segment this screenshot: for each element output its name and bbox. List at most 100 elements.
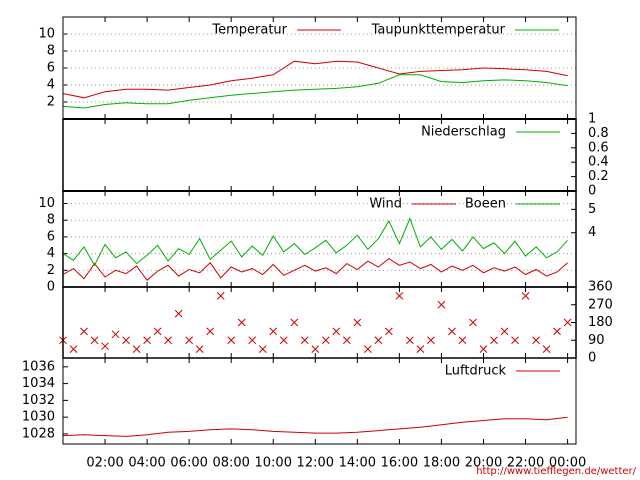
- y-tick-label: 10: [38, 196, 55, 211]
- direction-point: [332, 327, 341, 336]
- y2-tick-label: 0.4: [588, 155, 609, 170]
- y-tick-label: 1034: [22, 376, 55, 391]
- series-line: [62, 416, 568, 437]
- direction-point: [416, 345, 425, 353]
- y-tick-label: 0: [47, 280, 55, 295]
- series-line: [62, 74, 568, 109]
- y-tick-label: 8: [47, 213, 55, 228]
- direction-point: [532, 336, 540, 345]
- direction-point: [374, 336, 383, 345]
- direction-point: [80, 327, 88, 336]
- direction-point: [406, 336, 414, 345]
- x-tick-label: 08:00: [212, 456, 249, 471]
- direction-point: [395, 292, 404, 300]
- direction-point: [248, 336, 257, 345]
- y-tick-label: 1032: [22, 393, 55, 408]
- direction-point: [385, 327, 393, 336]
- direction-point: [437, 300, 446, 309]
- direction-point: [143, 336, 151, 345]
- y2-tick-label: 0.2: [588, 169, 609, 184]
- direction-point: [500, 327, 509, 336]
- legend-label: Boeen: [465, 197, 506, 212]
- y-tick-label: 8: [47, 44, 55, 59]
- series-line: [62, 217, 568, 267]
- direction-point: [364, 345, 372, 353]
- y2-tick-label: 0: [588, 351, 596, 366]
- x-tick-label: 00:00: [549, 456, 586, 471]
- x-tick-label: 20:00: [465, 456, 502, 471]
- direction-point: [185, 336, 194, 345]
- y2-tick-label: 360: [588, 280, 613, 295]
- direction-point: [153, 327, 162, 336]
- y-tick-label: 4: [47, 246, 55, 261]
- legend-label: Wind: [369, 197, 402, 212]
- y2-tick-label: 270: [588, 297, 613, 312]
- legend-label: Luftdruck: [445, 364, 507, 379]
- x-tick-label: 04:00: [128, 456, 165, 471]
- direction-point: [237, 318, 246, 327]
- direction-point: [448, 327, 456, 336]
- x-tick-label: 22:00: [507, 456, 544, 471]
- series-line: [62, 257, 568, 282]
- y-tick-label: 1028: [22, 426, 55, 441]
- y2-tick-label: 4: [588, 225, 596, 240]
- direction-point: [321, 336, 330, 345]
- direction-point: [353, 318, 362, 327]
- y2-tick-label: 0.6: [588, 140, 609, 155]
- direction-point: [290, 318, 299, 327]
- x-tick-label: 16:00: [381, 456, 418, 471]
- y-tick-label: 1030: [22, 410, 55, 425]
- legend-label: Taupunkttemperatur: [371, 23, 506, 38]
- y-tick-label: 1036: [22, 359, 55, 374]
- direction-point: [521, 292, 530, 300]
- y-tick-label: 6: [47, 229, 55, 244]
- y-tick-label: 6: [47, 61, 55, 76]
- direction-point: [111, 330, 120, 339]
- y-tick-label: 4: [47, 78, 55, 93]
- direction-point: [90, 336, 99, 345]
- series-line: [62, 60, 568, 99]
- direction-point: [258, 345, 267, 353]
- y2-tick-label: 180: [588, 315, 613, 330]
- direction-point: [206, 327, 215, 336]
- direction-point: [132, 345, 141, 353]
- direction-point: [479, 345, 488, 353]
- direction-point: [174, 309, 183, 318]
- direction-point: [511, 336, 519, 345]
- footer-url: http://www.tiefflegen.de/wetter/: [476, 466, 636, 477]
- x-tick-label: 12:00: [297, 456, 334, 471]
- direction-point: [427, 336, 435, 345]
- direction-point: [311, 345, 320, 353]
- direction-point: [300, 336, 309, 345]
- direction-point: [279, 336, 288, 345]
- x-tick-label: 02:00: [86, 456, 123, 471]
- y2-tick-label: 0.8: [588, 126, 609, 141]
- direction-point: [195, 345, 204, 353]
- y-tick-label: 10: [38, 27, 55, 42]
- direction-point: [216, 292, 225, 300]
- direction-point: [164, 336, 172, 345]
- direction-point: [342, 336, 351, 345]
- direction-point: [563, 318, 572, 327]
- direction-point: [269, 327, 278, 336]
- x-tick-label: 10:00: [255, 456, 292, 471]
- direction-point: [227, 336, 236, 345]
- direction-point: [553, 327, 561, 336]
- x-tick-label: 18:00: [423, 456, 460, 471]
- x-tick-label: 14:00: [339, 456, 376, 471]
- legend-label: Temperatur: [211, 23, 287, 38]
- direction-point: [542, 345, 551, 353]
- y2-tick-label: 5: [588, 202, 596, 217]
- direction-point: [101, 342, 109, 351]
- legend-label: Niederschlag: [421, 125, 506, 140]
- direction-point: [122, 336, 130, 345]
- y-tick-label: 2: [47, 95, 55, 110]
- y2-tick-label: 0: [588, 184, 596, 199]
- direction-point: [458, 336, 467, 345]
- x-tick-label: 06:00: [170, 456, 207, 471]
- y2-tick-label: 90: [588, 333, 605, 348]
- y-tick-label: 2: [47, 263, 55, 278]
- direction-point: [69, 345, 78, 353]
